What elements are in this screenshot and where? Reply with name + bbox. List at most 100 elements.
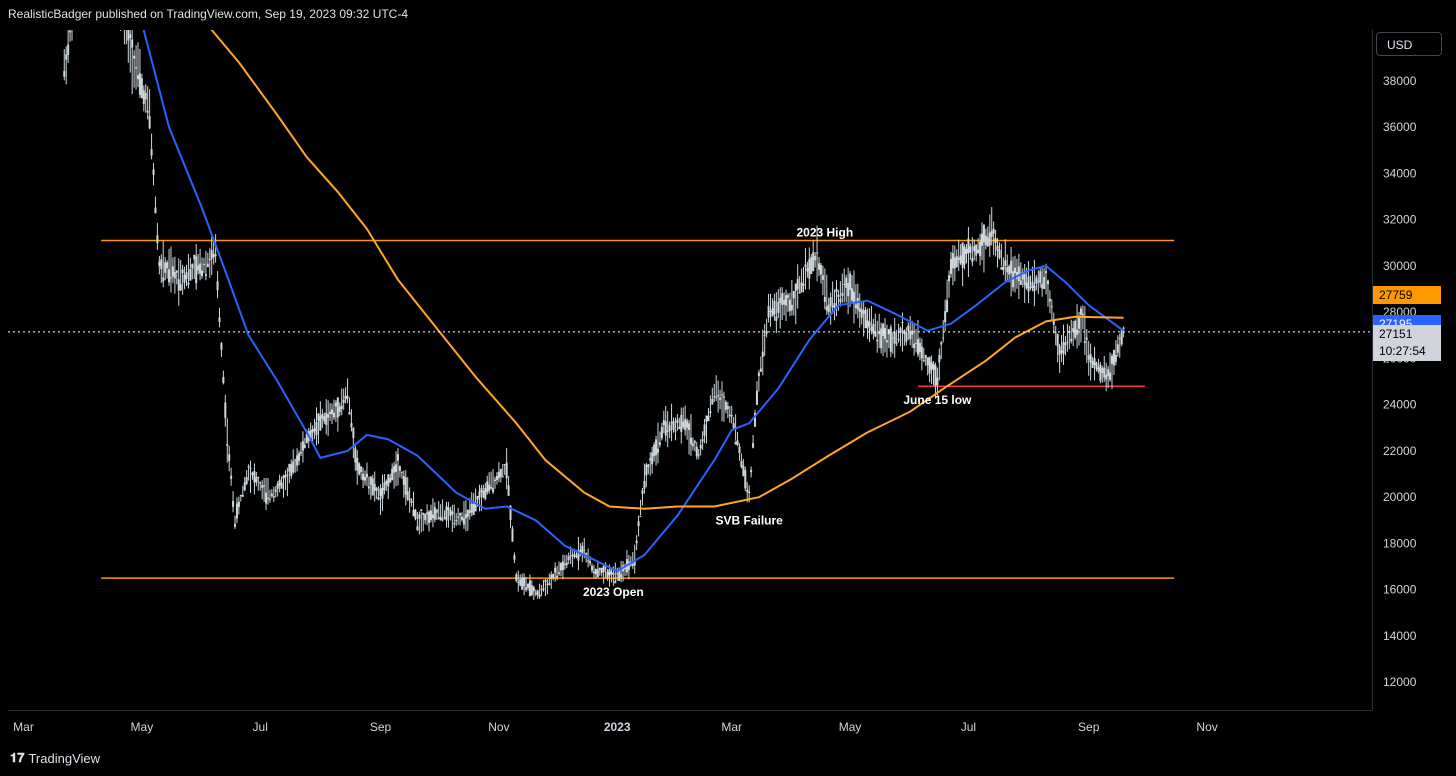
candle-body [429,510,432,520]
candle-body [492,488,495,493]
candle-body [519,579,522,586]
chart-svg: 2023 High 2023 Open SVB Failure June 15 low [8,30,1372,600]
candle-body [138,73,141,95]
candle-body [552,573,555,578]
candle-body [561,561,564,571]
candle-body [1041,283,1044,289]
candle-body [393,466,396,473]
candle-body [1064,343,1067,345]
footer-brand[interactable]: 𝟏𝟕 TradingView [10,750,100,766]
candle-body [321,414,324,419]
candle-body [911,330,914,335]
candle-body [503,464,506,466]
candle-body [360,466,363,472]
candle-body [864,309,867,329]
candle-body [354,448,357,463]
price-axis[interactable]: 1200014000160001800020000220002400026000… [1372,30,1456,710]
candle-body [1035,277,1038,284]
candle-body [249,467,252,469]
annotation-label: June 15 low [903,393,972,407]
candle-body [418,514,421,519]
candle-body [245,477,248,484]
candle-body [377,497,380,500]
candle-body [468,510,471,514]
candle-body [525,587,528,590]
candle-body [936,377,939,385]
candle-body [298,453,301,461]
candle-body [1021,272,1024,280]
candle-body [478,491,481,498]
candle-body [482,490,485,498]
time-axis[interactable]: Mar May Jul Sep Nov 2023 Mar May Jul Sep Nov [8,710,1372,741]
candle-body [1089,354,1092,363]
candle-body [1079,308,1082,315]
candle-body [792,290,795,299]
candle-body [1114,354,1117,362]
candle-body [472,503,475,516]
candle-body [457,516,460,518]
candle-body [783,299,786,305]
candle-body [651,452,654,465]
candle-body [1013,267,1016,274]
candle-body [973,246,976,252]
candle-body [228,454,231,461]
candle-body [932,363,935,370]
candle-body [563,563,566,566]
candle-body [695,446,698,457]
candle-body [177,279,180,291]
candle-body [136,75,139,80]
candle-body [480,488,483,493]
candle-body [385,480,388,485]
candle-body [406,491,409,500]
candle-body [959,255,962,264]
candle-body [272,495,275,498]
candle-body [327,414,330,418]
candle-body [255,477,258,483]
candle-body [1099,364,1102,381]
candle-body [517,581,520,583]
candle-body [550,574,553,579]
candle-body [575,556,578,558]
candle-body [1111,355,1114,364]
candle-body [420,509,423,511]
bar-countdown: 10:27:54 [1379,344,1426,359]
time-tick-label: Jul [253,720,268,734]
candle-body [1050,306,1053,308]
candle-body [135,66,138,69]
candle-body [169,277,172,279]
candle-body [558,572,561,574]
annotation-label: 2023 Open [583,585,644,599]
candle-body [511,528,514,542]
candle-body [230,475,233,479]
time-tick-label: Mar [721,720,742,734]
candle-body [841,292,844,296]
candle-body [639,516,642,518]
candle-body [711,398,714,405]
candle-body [224,402,227,419]
candle-body [773,301,776,315]
candle-body [666,430,669,432]
time-tick-label: Sep [370,720,392,734]
candle-body [688,423,691,430]
chart-plot-area[interactable]: 2023 High 2023 Open SVB Failure June 15 low [8,30,1372,710]
candle-body [241,494,244,497]
candle-body [523,577,526,587]
candle-body [317,413,320,421]
candle-body [1033,285,1036,292]
candle-body [849,273,852,290]
candle-body [445,506,448,521]
candle-body [845,277,848,288]
candle-body [499,468,502,477]
candle-body [197,265,200,271]
candle-body [742,465,745,476]
candle-body [331,409,334,415]
candle-body [160,259,163,270]
candle-body [967,238,970,253]
candle-body [398,466,401,471]
candle-body [905,332,908,342]
candle-body [1008,266,1011,275]
candle-body [1116,344,1119,353]
candle-body [464,514,467,519]
currency-button[interactable]: USD [1376,32,1442,56]
time-tick-label: Nov [1196,720,1217,734]
